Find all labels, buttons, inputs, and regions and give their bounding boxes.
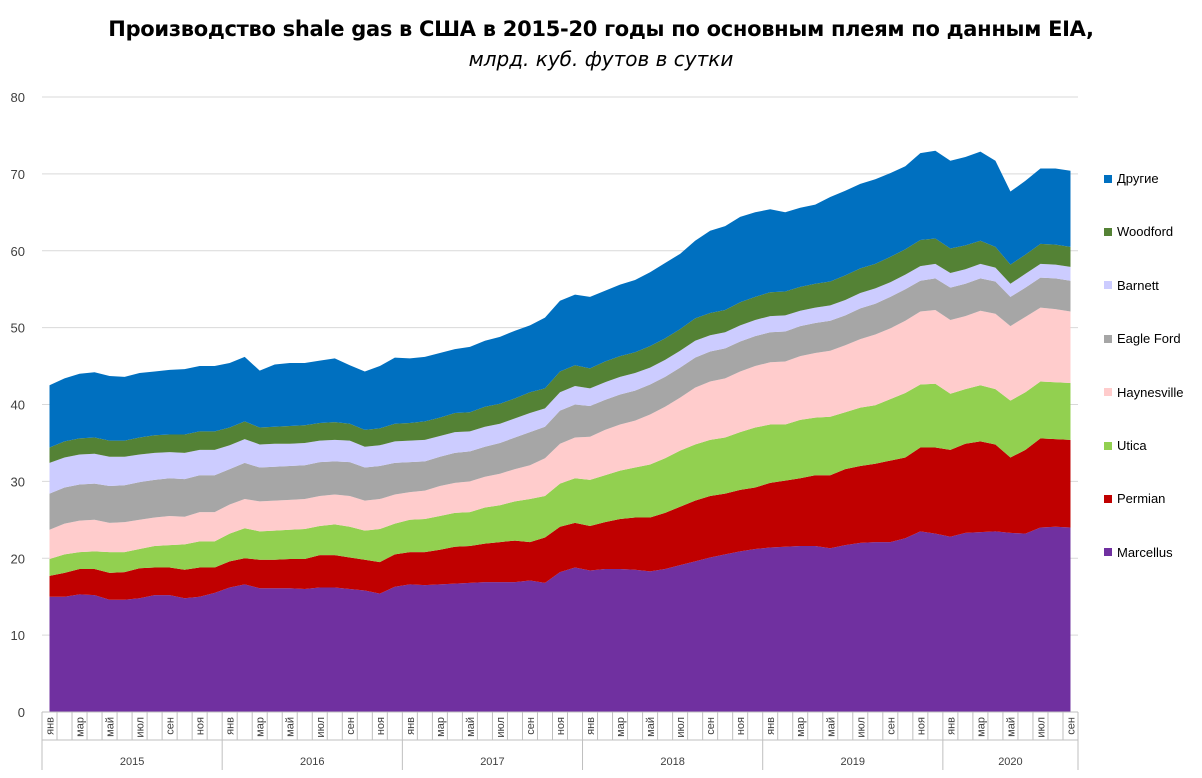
area-haynesville <box>49 307 1071 560</box>
x-year-label: 2015 <box>120 756 144 768</box>
x-month-label: ноя <box>555 717 567 735</box>
x-month-label: ноя <box>915 717 927 735</box>
chart-title: Производство shale gas в США в 2015-20 г… <box>108 17 1094 41</box>
legend-label: Permian <box>1117 491 1166 507</box>
legend-label: Eagle Ford <box>1117 331 1181 347</box>
legend-swatch <box>1104 281 1112 290</box>
legend-item: Permian <box>1104 490 1165 506</box>
x-month-label: май <box>465 717 477 737</box>
x-month-label: мар <box>435 717 447 737</box>
legend-label: Woodford <box>1117 224 1174 240</box>
legend-label: Haynesville <box>1117 384 1184 400</box>
x-year-label: 2019 <box>841 756 865 768</box>
x-month-label: ноя <box>195 717 207 735</box>
x-month-label: ноя <box>375 717 387 735</box>
x-month-label: июл <box>135 717 147 738</box>
y-tick-label: 10 <box>11 628 25 643</box>
x-year-label: 2020 <box>998 756 1022 768</box>
x-month-label: мар <box>615 717 627 737</box>
area-marcellus <box>49 526 1071 712</box>
x-month-label: июл <box>315 717 327 738</box>
legend-item: Haynesville <box>1104 384 1183 400</box>
x-month-label: июл <box>495 717 507 738</box>
x-month-label: июл <box>675 717 687 738</box>
legend-swatch <box>1104 494 1112 503</box>
legend-label: Другие <box>1117 171 1159 187</box>
legend-swatch <box>1104 174 1112 183</box>
y-tick-label: 60 <box>11 244 25 259</box>
x-month-label: май <box>1005 717 1017 737</box>
area-utica <box>49 381 1071 576</box>
area-другие <box>49 150 1071 448</box>
x-month-label: янв <box>45 717 57 735</box>
y-tick-label: 70 <box>11 167 25 182</box>
x-month-label: мар <box>795 717 807 737</box>
legend-item: Eagle Ford <box>1104 330 1181 346</box>
x-month-label: ноя <box>735 717 747 735</box>
legend-item: Utica <box>1104 437 1147 453</box>
area-barnett <box>49 263 1071 494</box>
area-series <box>49 150 1071 712</box>
axes: 0 10 20 30 40 50 60 70 80 янв мар май июл сен ноя янв ма… <box>11 90 1079 770</box>
y-tick-label: 30 <box>11 474 25 489</box>
x-year-label: 2016 <box>300 756 324 768</box>
legend-swatch <box>1104 334 1112 343</box>
x-month-label: янв <box>225 717 237 735</box>
x-year-label: 2018 <box>660 756 684 768</box>
x-month-label: мар <box>255 717 267 737</box>
area-permian <box>49 438 1071 600</box>
x-month-label: сен <box>885 717 897 735</box>
legend-item: Barnett <box>1104 277 1159 293</box>
legend-swatch <box>1104 388 1112 397</box>
legend-swatch <box>1104 227 1112 236</box>
chart-title-block: Производство shale gas в США в 2015-20 г… <box>0 14 1202 74</box>
x-month-label: янв <box>405 717 417 735</box>
x-month-label: сен <box>1065 717 1077 735</box>
y-tick-label: 20 <box>11 551 25 566</box>
x-month-label: мар <box>75 717 87 737</box>
x-month-label: мар <box>975 717 987 737</box>
x-month-label: июл <box>1035 717 1047 738</box>
x-month-label: сен <box>525 717 537 735</box>
legend-item: Marcellus <box>1104 544 1173 560</box>
x-month-label: янв <box>765 717 777 735</box>
legend-item: Другие <box>1104 170 1159 186</box>
area-eagle-ford <box>49 277 1071 530</box>
x-month-label: май <box>105 717 117 737</box>
x-month-label: июл <box>855 717 867 738</box>
x-month-label: май <box>645 717 657 737</box>
x-month-label: сен <box>165 717 177 735</box>
x-month-label: май <box>285 717 297 737</box>
area-woodford <box>49 238 1071 463</box>
y-tick-label: 50 <box>11 321 25 336</box>
legend-label: Marcellus <box>1117 544 1173 560</box>
y-tick-label: 80 <box>11 90 25 105</box>
legend-label: Utica <box>1117 438 1147 454</box>
x-month-label: янв <box>585 717 597 735</box>
x-month-label: май <box>825 717 837 737</box>
x-month-label: сен <box>705 717 717 735</box>
legend-label: Barnett <box>1117 277 1159 293</box>
legend-swatch <box>1104 548 1112 557</box>
legend-swatch <box>1104 441 1112 450</box>
x-month-label: сен <box>345 717 357 735</box>
chart-subtitle: млрд. куб. футов в сутки <box>468 47 734 71</box>
legend-item: Woodford <box>1104 223 1173 239</box>
x-year-label: 2017 <box>480 756 504 768</box>
y-tick-label: 0 <box>18 705 25 720</box>
x-month-label: янв <box>945 717 957 735</box>
y-tick-label: 40 <box>11 398 25 413</box>
